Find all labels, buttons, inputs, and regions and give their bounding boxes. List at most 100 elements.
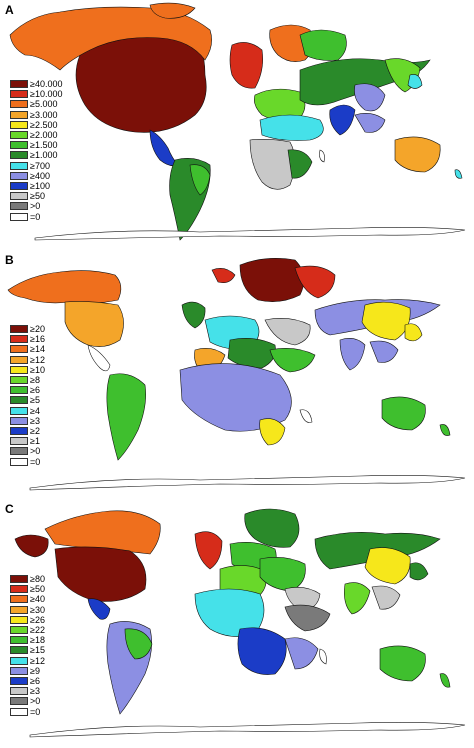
- legend-item: >0: [10, 696, 45, 706]
- legend-swatch: [10, 376, 28, 385]
- legend-label: ≥14: [30, 344, 45, 355]
- region-new-zealand: [439, 673, 451, 688]
- legend-swatch: [10, 595, 28, 604]
- region-uk: [194, 531, 223, 570]
- legend-swatch: [10, 335, 28, 344]
- legend-swatch: [10, 325, 28, 334]
- legend-item: >0: [10, 201, 62, 211]
- region-india: [339, 338, 366, 371]
- panel-b: B ≥20 ≥16 ≥14: [0, 250, 474, 499]
- region-antarctica: [29, 722, 466, 738]
- region-africa: [179, 363, 292, 432]
- legend-label: ≥1: [30, 436, 40, 447]
- panel-a: A ≥40.000 ≥10.000: [0, 0, 474, 249]
- legend-label: ≥700: [30, 160, 50, 171]
- region-russia: [244, 508, 300, 548]
- legend-item: ≥18: [10, 635, 45, 645]
- legend-swatch: [10, 365, 28, 374]
- legend-item: ≥2.500: [10, 120, 62, 130]
- legend-item: ≥15: [10, 645, 45, 655]
- legend-label: ≥10: [30, 364, 45, 375]
- legend-swatch: [10, 151, 28, 160]
- region-greenland: [149, 2, 196, 19]
- region-iceland: [211, 268, 236, 283]
- legend-item: =0: [10, 706, 45, 717]
- region-madagascar: [319, 149, 325, 163]
- region-middle-east: [284, 604, 331, 632]
- legend-label: ≥9: [30, 665, 40, 676]
- legend-item: ≥12: [10, 355, 45, 365]
- region-central-america: [87, 598, 111, 620]
- region-china: [364, 547, 411, 585]
- legend-label: ≥2.500: [30, 119, 58, 130]
- region-europe-north: [299, 29, 347, 61]
- legend-label: ≥16: [30, 334, 45, 345]
- region-africa: [249, 139, 296, 190]
- cartogram-map-a: [9, 2, 466, 241]
- legend-swatch: [10, 426, 28, 435]
- legend-item: ≥40.000: [10, 79, 62, 89]
- legend-a: ≥40.000 ≥10.000 ≥5.000 ≥3.000 ≥2.500 ≥2.…: [10, 79, 62, 222]
- legend-label: ≥3: [30, 415, 40, 426]
- legend-swatch: [10, 355, 28, 364]
- legend-swatch: [10, 406, 28, 415]
- panel-c: C ≥80 ≥5: [0, 499, 474, 748]
- legend-label: ≥5.000: [30, 99, 58, 110]
- legend-swatch: [10, 457, 28, 466]
- legend-swatch: [10, 171, 28, 180]
- region-south-america: [106, 373, 146, 461]
- legend-label: ≥30: [30, 604, 45, 615]
- legend-item: ≥700: [10, 161, 62, 171]
- region-new-zealand: [439, 424, 451, 436]
- legend-label: ≥400: [30, 170, 50, 181]
- legend-swatch: [10, 131, 28, 140]
- legend-label: ≥2.000: [30, 130, 58, 141]
- region-middle-east: [259, 114, 324, 141]
- legend-label: ≥50: [30, 584, 45, 595]
- legend-label: ≥40.000: [30, 79, 63, 90]
- region-india: [329, 104, 356, 136]
- region-china: [361, 301, 411, 341]
- region-china: [354, 83, 386, 112]
- legend-item: ≥1: [10, 436, 45, 446]
- legend-swatch: [10, 615, 28, 624]
- region-madagascar: [319, 648, 327, 665]
- region-japan: [407, 74, 423, 89]
- region-se-asia: [369, 340, 399, 363]
- legend-item: >0: [10, 446, 45, 456]
- legend-item: ≥30: [10, 605, 45, 615]
- region-brazil: [189, 164, 211, 196]
- legend-swatch: [10, 605, 28, 614]
- legend-label: ≥5: [30, 395, 40, 406]
- legend-item: ≥5.000: [10, 99, 62, 109]
- legend-item: ≥4: [10, 406, 45, 416]
- legend-label: ≥20: [30, 324, 45, 335]
- legend-item: ≥6: [10, 676, 45, 686]
- legend-label: ≥50: [30, 191, 45, 202]
- panel-label: A: [5, 3, 14, 17]
- legend-swatch: [10, 181, 28, 190]
- legend-item: ≥2.000: [10, 130, 62, 140]
- legend-label: ≥26: [30, 614, 45, 625]
- region-se-asia: [371, 585, 401, 610]
- legend-item: ≥50: [10, 191, 62, 201]
- legend-item: ≥16: [10, 334, 45, 344]
- legend-swatch: [10, 575, 28, 584]
- legend-swatch: [10, 100, 28, 109]
- legend-item: ≥12: [10, 656, 45, 666]
- legend-swatch: [10, 687, 28, 696]
- region-balkans: [269, 348, 316, 373]
- legend-label: >0: [30, 201, 41, 212]
- legend-item: =0: [10, 456, 45, 467]
- legend-item: ≥400: [10, 171, 62, 181]
- legend-item: ≥1.500: [10, 140, 62, 150]
- region-brazil: [124, 628, 153, 660]
- legend-swatch: [10, 666, 28, 675]
- legend-swatch: [10, 161, 28, 170]
- region-south-africa: [287, 149, 313, 179]
- legend-label: ≥100: [30, 180, 50, 191]
- legend-item: ≥40: [10, 594, 45, 604]
- legend-label: ≥12: [30, 655, 45, 666]
- cartogram-map-c: [14, 508, 466, 738]
- region-australia: [381, 396, 426, 431]
